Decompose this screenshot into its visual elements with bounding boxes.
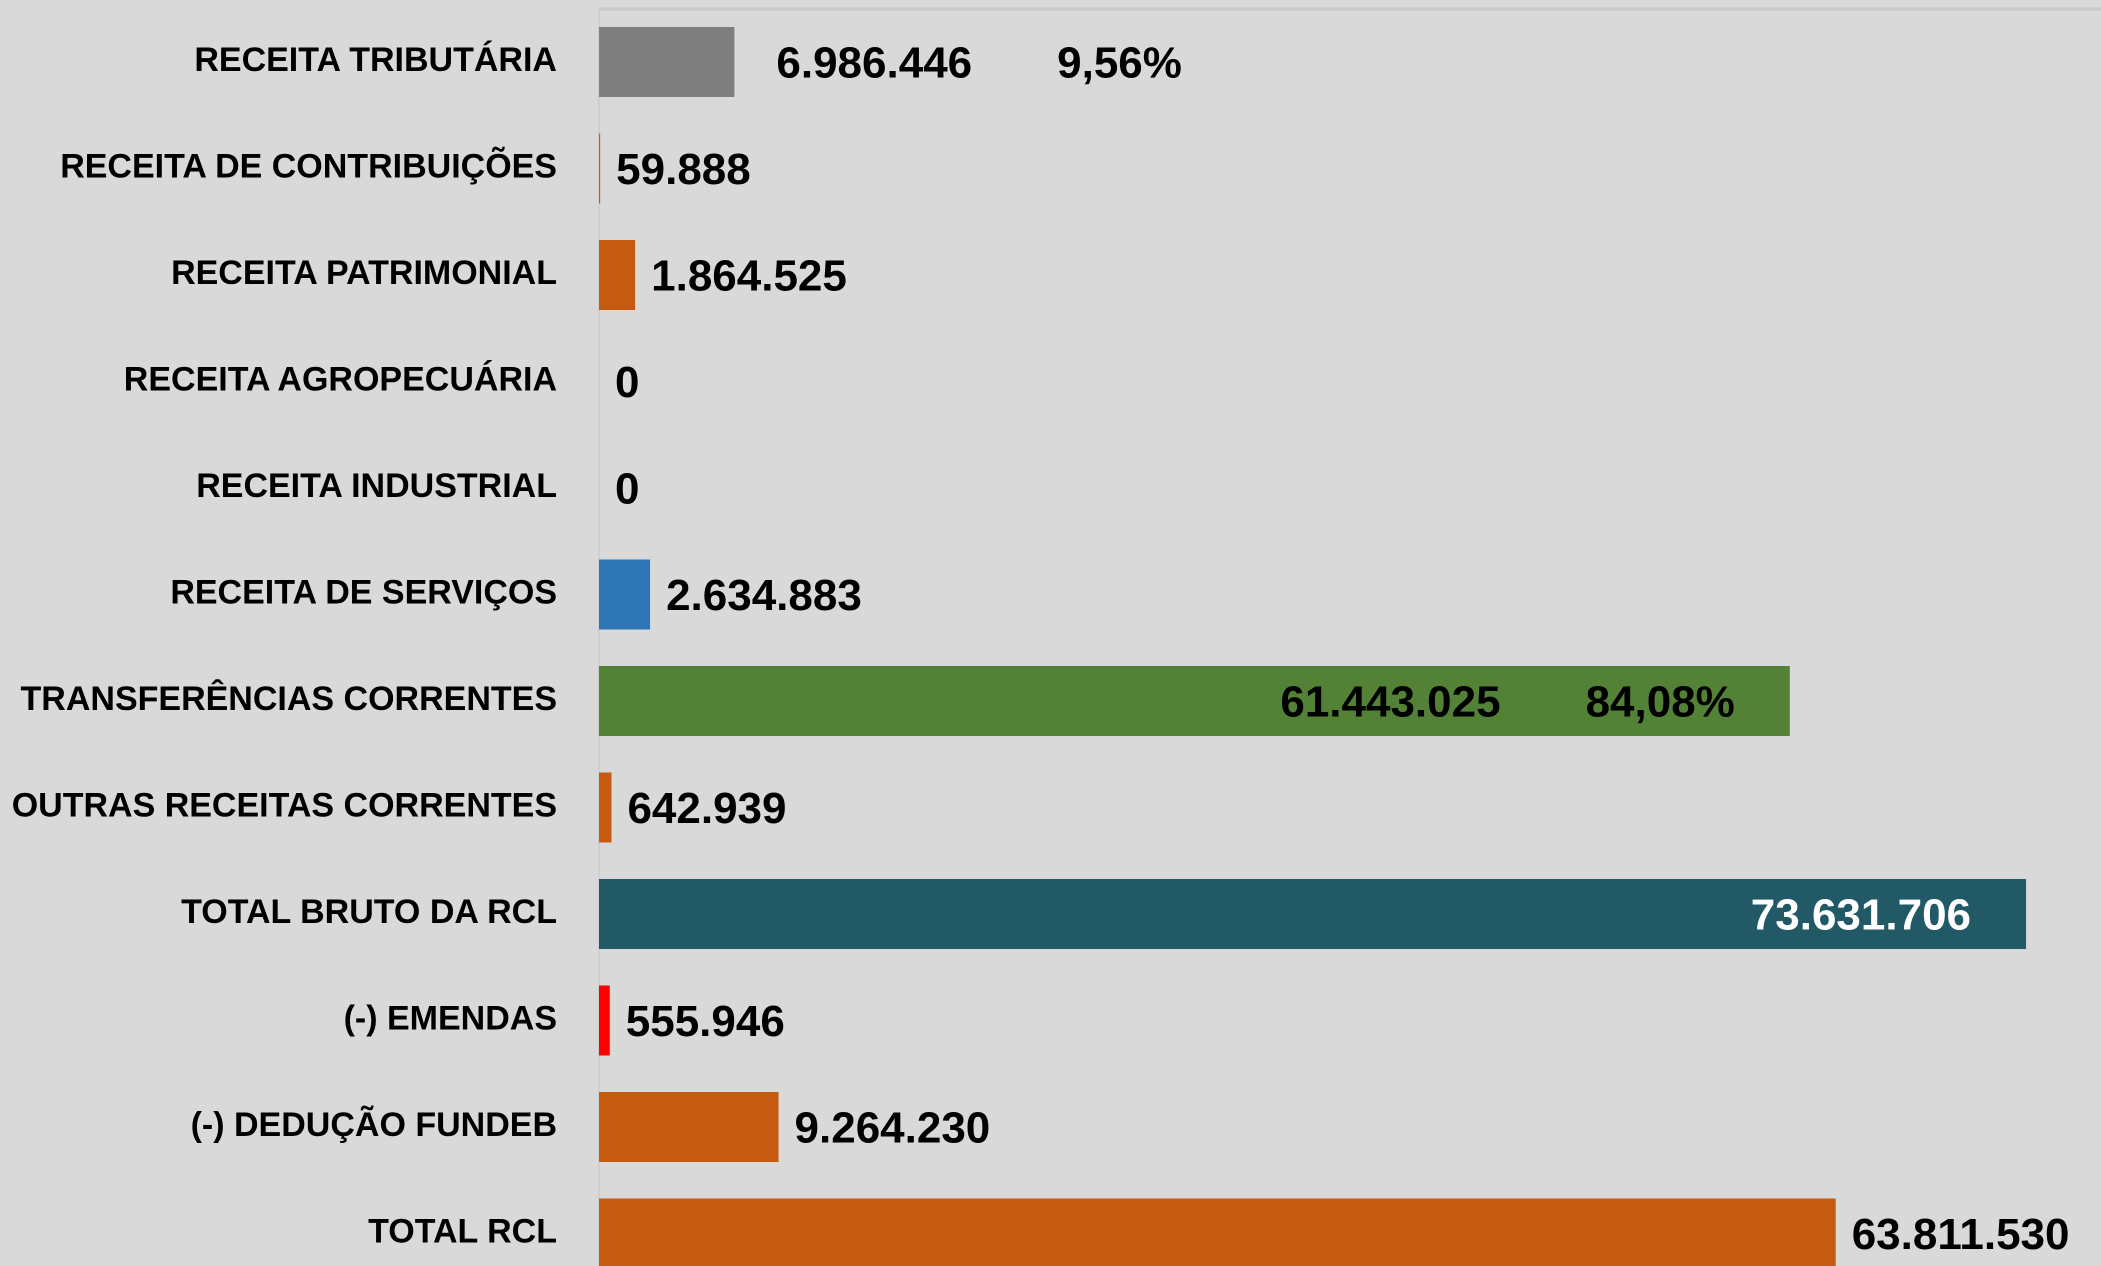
bar (599, 985, 610, 1056)
category-label: (-) EMENDAS (344, 999, 557, 1037)
value-label: 555.946 (626, 997, 785, 1046)
percent-label: 9,56% (1057, 39, 1182, 88)
bar (599, 879, 2027, 949)
value-label: 63.811.530 (1852, 1210, 2070, 1259)
category-label: OUTRAS RECEITAS CORRENTES (12, 786, 557, 824)
category-label: RECEITA DE SERVIÇOS (170, 573, 557, 611)
category-label: TRANSFERÊNCIAS CORRENTES (21, 680, 557, 718)
bar (599, 240, 636, 310)
bar (599, 133, 601, 204)
bar (599, 559, 651, 630)
category-label: (-) DEDUÇÃO FUNDEB (191, 1106, 557, 1144)
bar (599, 772, 612, 843)
bar (599, 666, 1790, 736)
category-label: RECEITA INDUSTRIAL (196, 467, 557, 505)
value-label: 9.264.230 (795, 1104, 991, 1153)
value-label: 0 (615, 465, 639, 514)
value-label: 61.443.025 (1280, 678, 1500, 727)
category-label: TOTAL RCL (368, 1212, 557, 1250)
value-label: 2.634.883 (666, 571, 862, 620)
bar (599, 27, 735, 97)
category-label: RECEITA AGROPECUÁRIA (124, 360, 557, 398)
category-label: RECEITA PATRIMONIAL (171, 254, 557, 292)
bar (599, 1092, 779, 1162)
value-label: 73.631.706 (1751, 891, 1971, 940)
value-label: 59.888 (616, 145, 751, 194)
value-label: 1.864.525 (651, 252, 847, 301)
category-label: RECEITA TRIBUTÁRIA (194, 41, 557, 79)
value-label: 642.939 (627, 784, 786, 833)
value-label: 6.986.446 (776, 39, 972, 88)
category-label: RECEITA DE CONTRIBUIÇÕES (60, 147, 557, 185)
value-label: 0 (615, 358, 639, 407)
category-label: TOTAL BRUTO DA RCL (181, 893, 557, 931)
bar (599, 1198, 1836, 1266)
percent-label: 84,08% (1586, 678, 1735, 727)
